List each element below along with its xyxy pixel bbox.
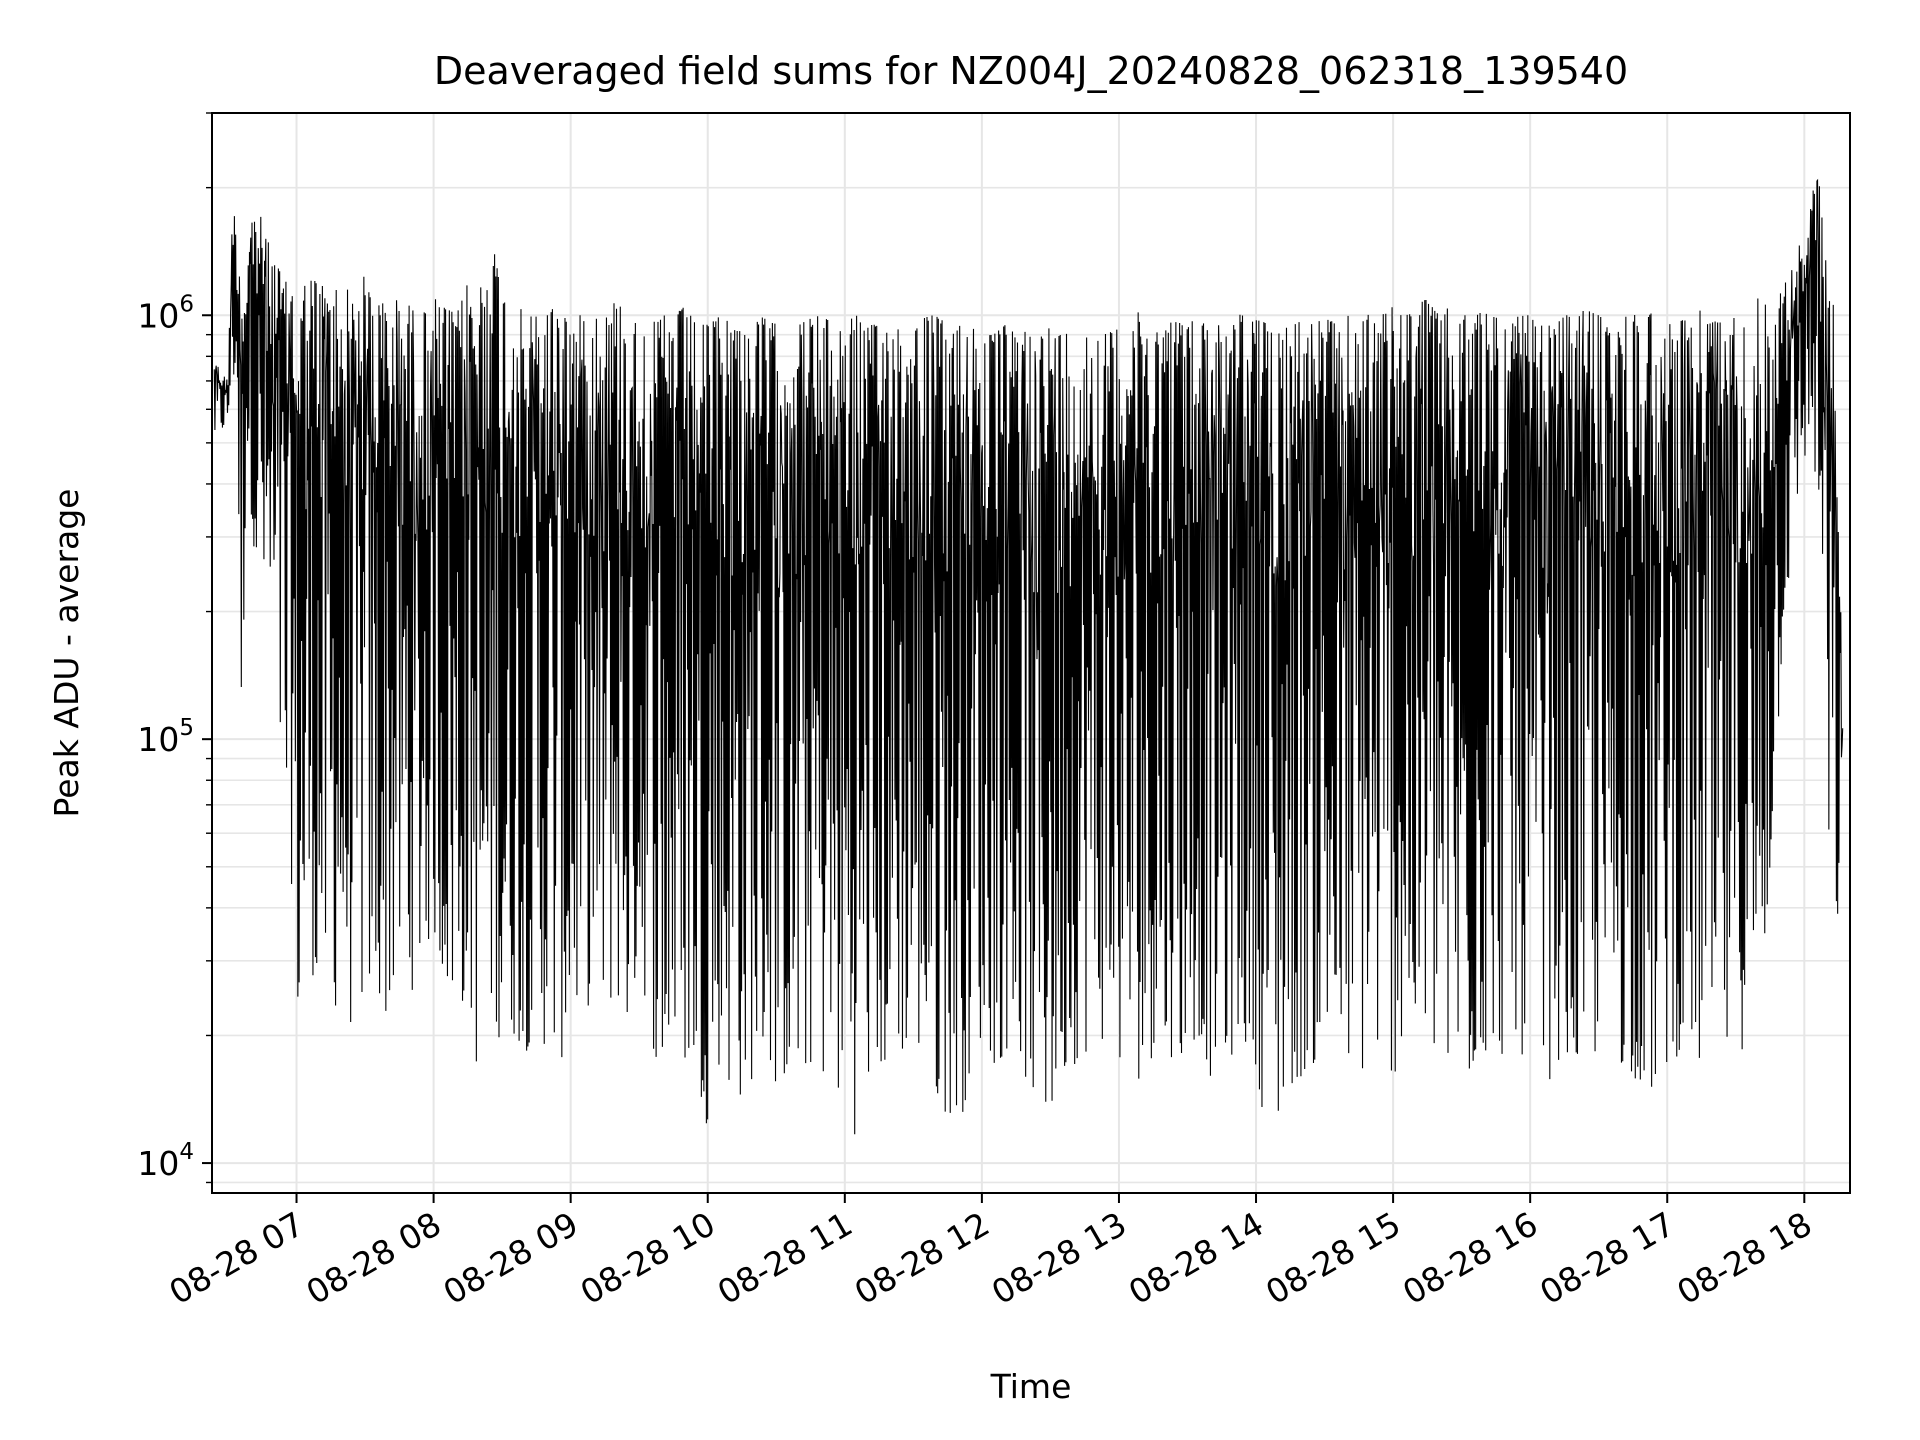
plot-frame — [211, 112, 1851, 1194]
y-tick-exponent: 6 — [179, 291, 194, 317]
data-layer — [213, 178, 1844, 1135]
y-tick-exponent: 5 — [179, 715, 194, 741]
y-tick-exponent: 4 — [179, 1139, 194, 1165]
y-tick-label: 106 — [137, 291, 194, 335]
chart-title: Deaveraged field sums for NZ004J_2024082… — [434, 49, 1628, 93]
x-axis-label: Time — [990, 1367, 1072, 1406]
y-axis-label: Peak ADU - average — [47, 489, 86, 818]
series-line — [213, 178, 1844, 1135]
